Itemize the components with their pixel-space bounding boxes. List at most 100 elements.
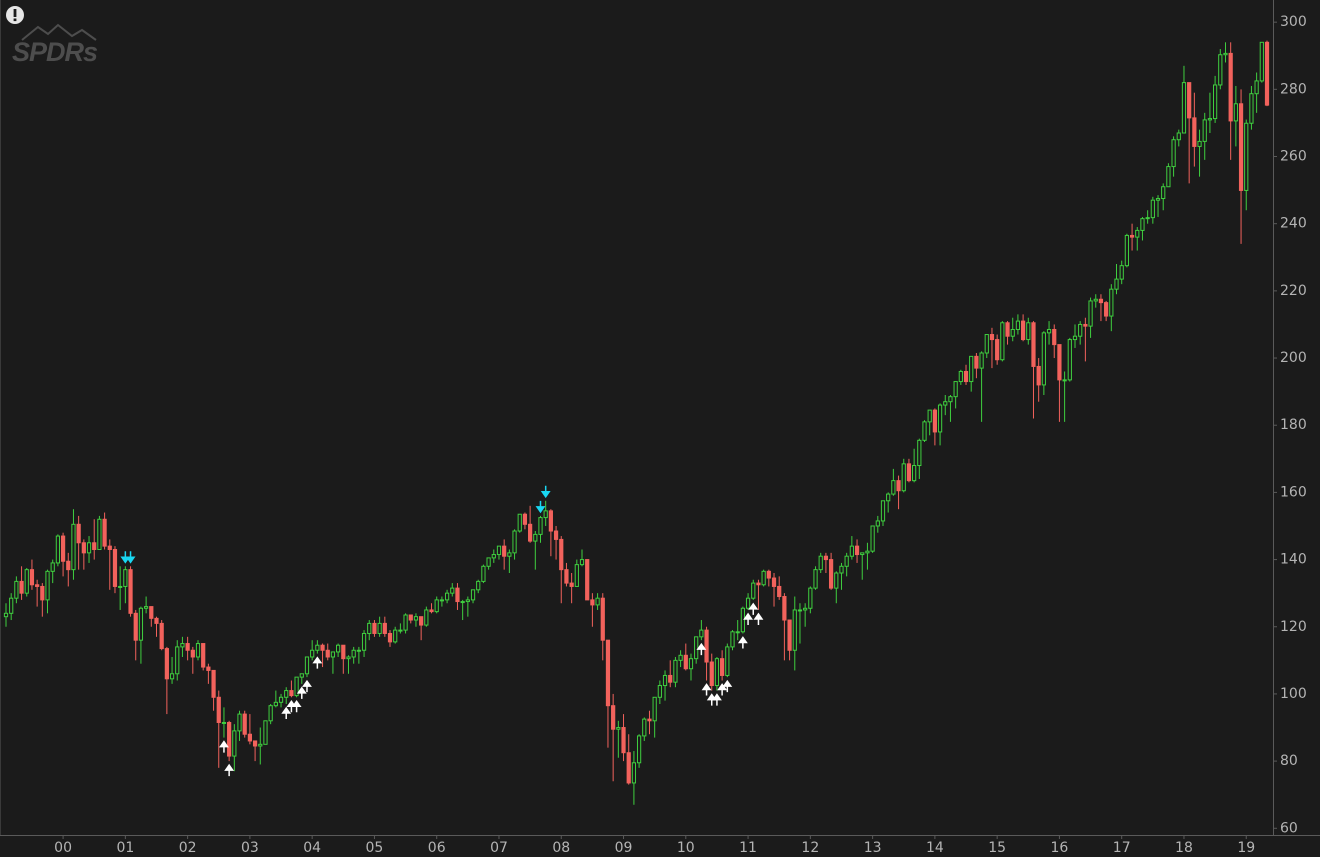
candle-body (398, 629, 403, 632)
candle-body (1249, 93, 1254, 124)
candle-body (299, 673, 304, 678)
candle-body (891, 480, 896, 495)
candle-body (880, 500, 886, 522)
sell-signal (540, 485, 551, 499)
alert-bar (13, 9, 17, 17)
candle-body (611, 705, 616, 730)
candle-body (284, 690, 289, 698)
candle-body (1005, 322, 1010, 337)
candle-body (144, 606, 149, 609)
candle-body (221, 721, 227, 724)
x-tick-label: 13 (864, 840, 882, 856)
candle-body (1259, 41, 1264, 82)
candle-body (486, 557, 491, 567)
candle-body (107, 545, 112, 550)
candle-body (886, 493, 891, 502)
candle-body (865, 550, 870, 554)
x-tick-label: 19 (1237, 840, 1255, 856)
candle-body (849, 545, 854, 557)
candle-body (984, 334, 989, 354)
candle-body (496, 545, 502, 556)
candle-body (1238, 103, 1244, 191)
candle-body (102, 518, 107, 547)
candle-body (839, 565, 844, 574)
candle-body (1031, 322, 1036, 367)
candle-body (470, 589, 476, 601)
candle-body (1052, 328, 1057, 346)
candle-body (579, 559, 585, 566)
candle-body (1223, 52, 1228, 56)
candle-body (180, 643, 185, 648)
candle-body (1062, 379, 1067, 382)
candle-body (289, 690, 294, 697)
y-tick-label: 80 (1280, 753, 1298, 769)
candle-body (870, 525, 875, 552)
candle-body (574, 564, 579, 587)
x-tick-label: 11 (739, 840, 757, 856)
candle-body (1109, 288, 1114, 317)
candle-body (771, 577, 777, 587)
candle-body (273, 701, 278, 707)
candle-body (164, 648, 169, 680)
sell-signal (120, 551, 131, 564)
candle-body (377, 622, 382, 634)
candle-body (1000, 322, 1005, 361)
candle-body (1104, 302, 1109, 317)
candle-body (320, 644, 325, 651)
candle-body (341, 644, 346, 660)
candle-body (548, 510, 553, 532)
candle-body (201, 643, 206, 668)
candle-body (86, 542, 92, 554)
candle-body (325, 649, 330, 658)
candle-body (24, 569, 29, 594)
candle-body (777, 585, 782, 598)
buy-signal (286, 699, 297, 713)
candle-body (730, 631, 735, 648)
candle-body (616, 727, 621, 730)
candle-body (60, 535, 66, 562)
candle-body (19, 580, 24, 594)
candle-body (704, 629, 709, 663)
candle-body (304, 656, 310, 675)
candle-body (1218, 54, 1223, 86)
candle-body (263, 720, 268, 745)
candle-body (854, 545, 860, 556)
candle-body (1057, 344, 1062, 381)
buy-signal (281, 706, 292, 720)
candle-body (631, 762, 637, 784)
buy-signal (748, 602, 759, 615)
buy-signal (312, 656, 323, 669)
buy-signal (696, 642, 707, 656)
candle-body (844, 555, 849, 567)
candle-body (937, 404, 943, 433)
candle-body (1067, 339, 1072, 381)
candle-body (683, 654, 688, 670)
candle-body (35, 584, 40, 587)
candle-body (336, 644, 341, 653)
candle-body (652, 696, 657, 722)
x-tick-label: 06 (428, 840, 446, 856)
x-tick-label: 05 (366, 840, 384, 856)
x-tick-label: 00 (54, 840, 72, 856)
candle-body (813, 569, 818, 589)
candle-body (237, 713, 242, 732)
candle-body (507, 552, 512, 557)
candle-body (787, 619, 792, 651)
candle-body (361, 632, 367, 651)
candle-body (912, 465, 917, 482)
candle-body (76, 523, 81, 544)
candle-body (491, 554, 496, 559)
sell-signal (535, 500, 546, 514)
candle-body (1187, 82, 1192, 119)
candle-body (896, 480, 901, 492)
candle-body (190, 649, 195, 658)
candle-body (1083, 323, 1088, 327)
candle-body (14, 580, 19, 599)
buy-signal (753, 612, 764, 625)
candle-body (206, 666, 211, 671)
candle-body (979, 352, 984, 369)
candle-body (1212, 84, 1218, 120)
candle-body (444, 592, 450, 601)
